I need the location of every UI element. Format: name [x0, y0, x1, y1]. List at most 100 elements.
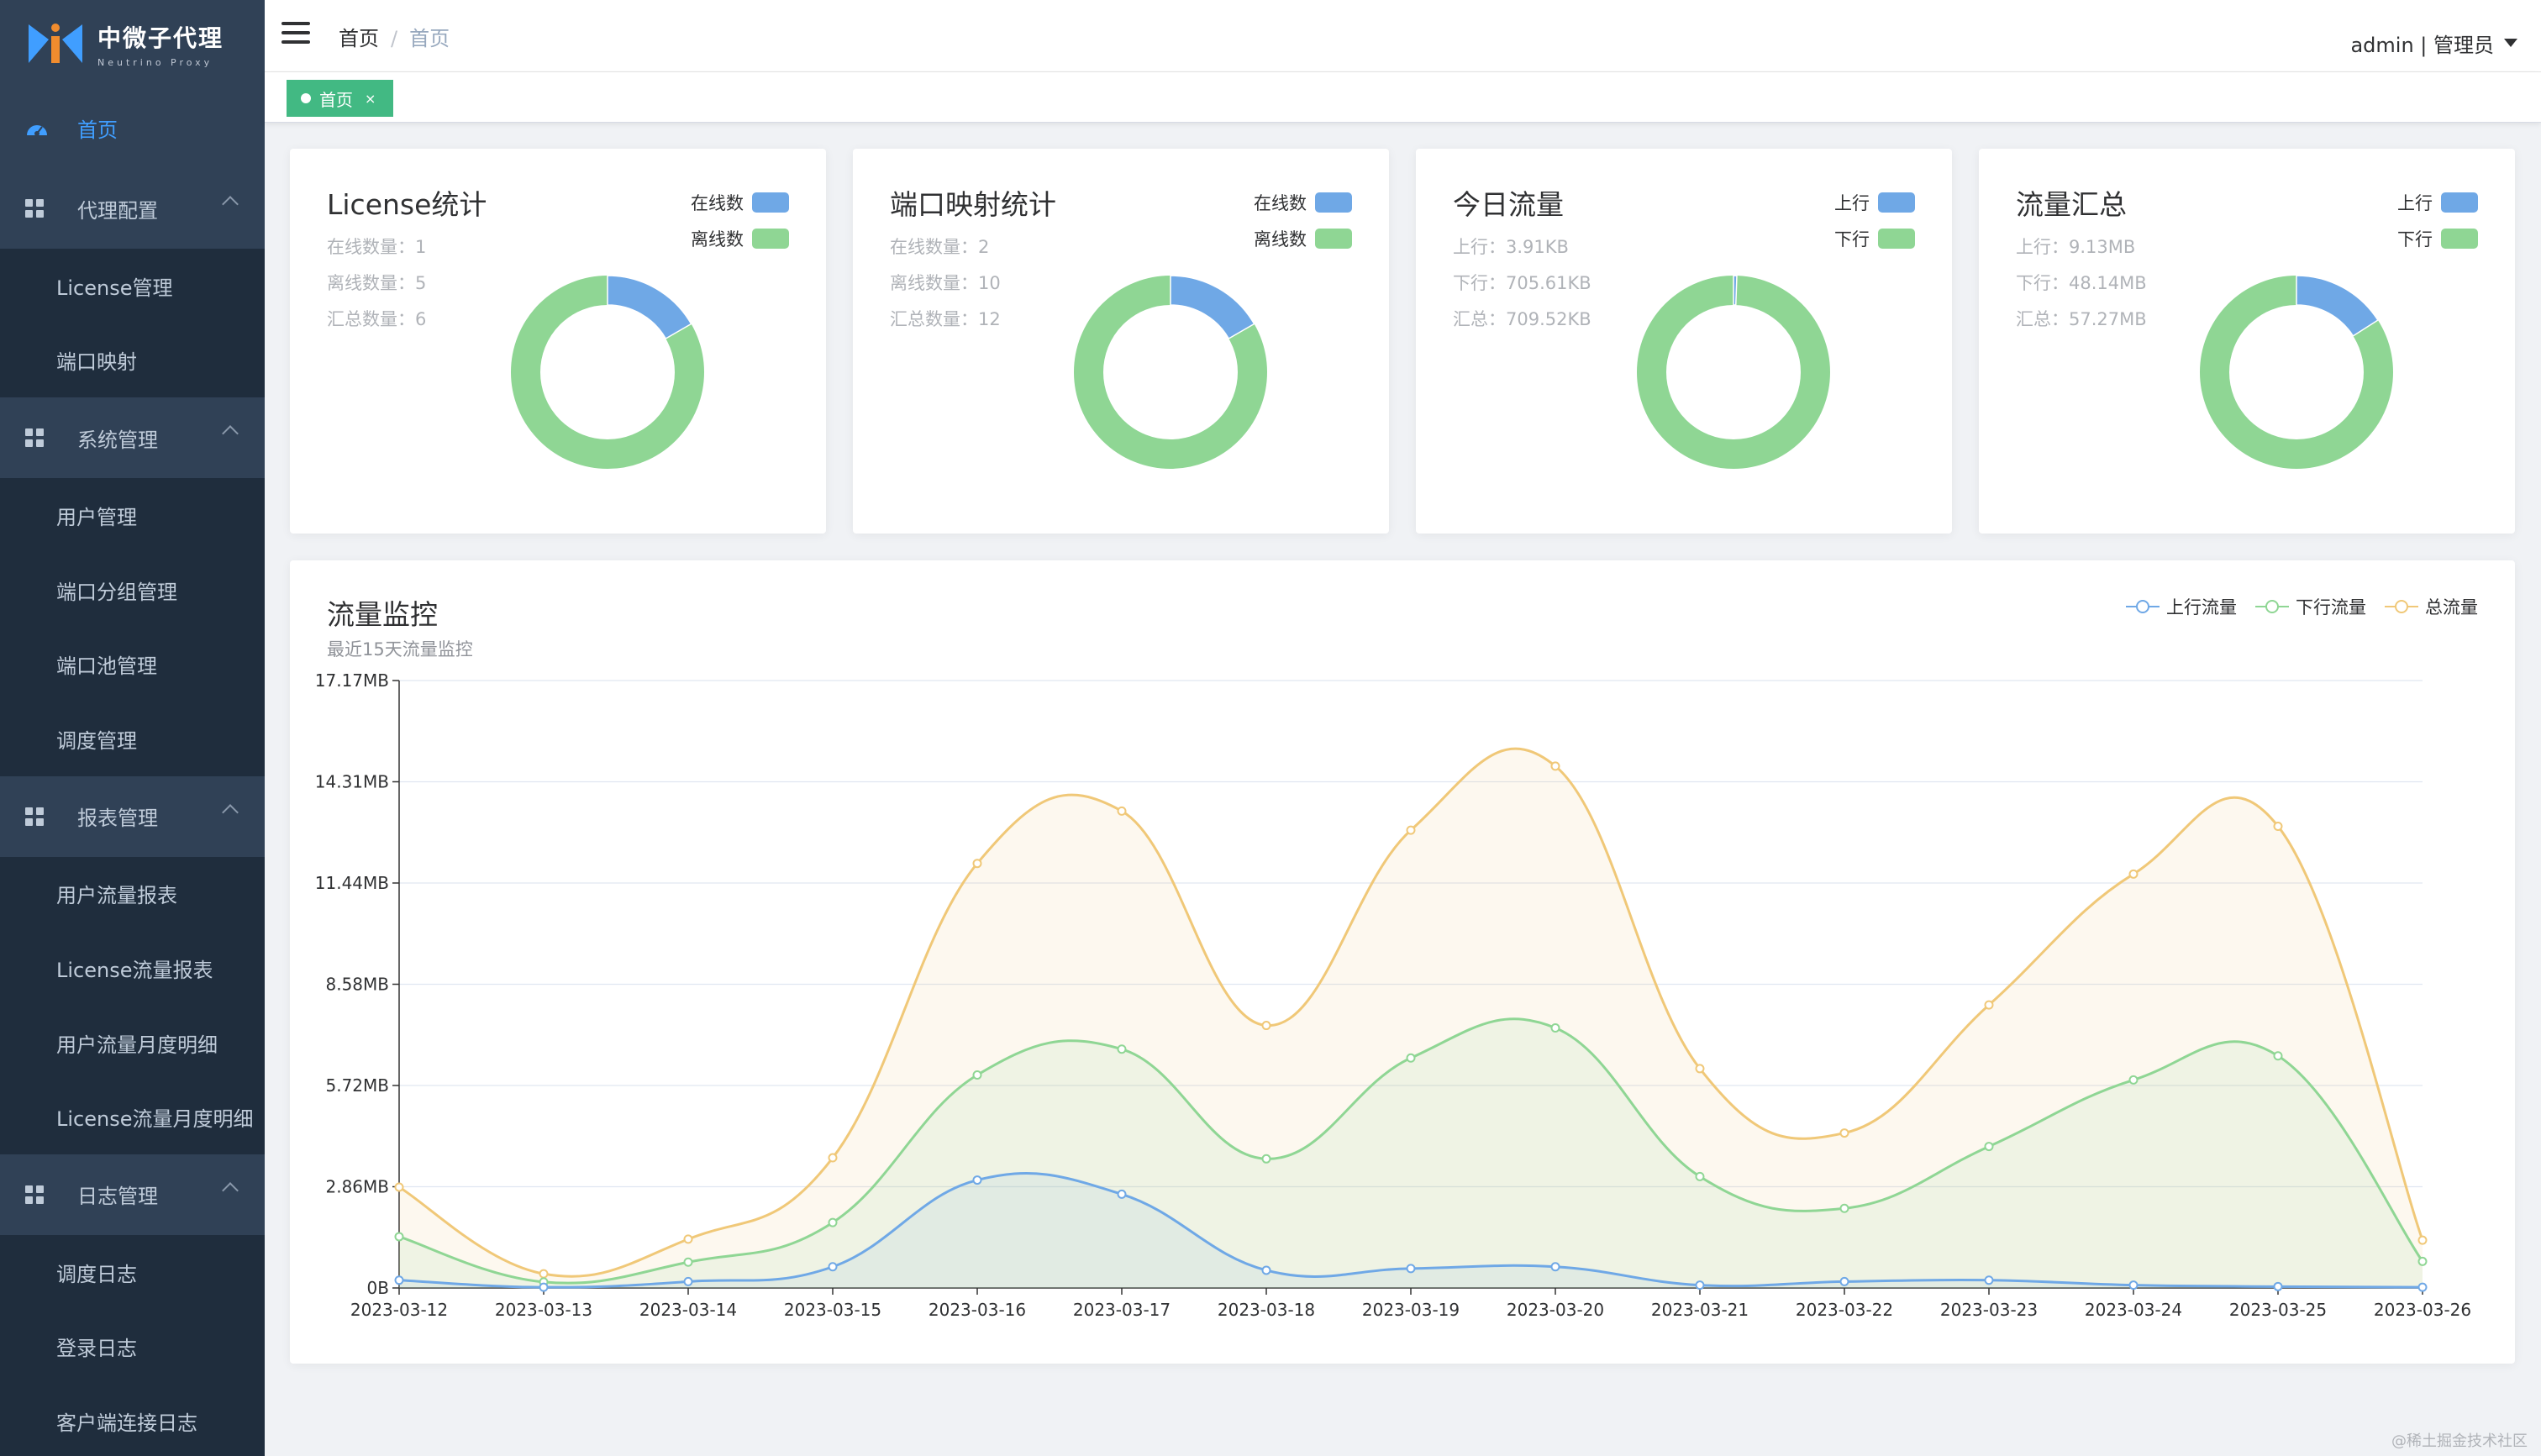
- sidebar-item-home[interactable]: 首页: [0, 87, 265, 168]
- sidebar-item-login-log[interactable]: 登录日志: [56, 1337, 137, 1361]
- data-point[interactable]: [972, 859, 982, 869]
- data-point[interactable]: [1117, 806, 1127, 816]
- donut-slice-primary[interactable]: [1733, 275, 1738, 306]
- data-point[interactable]: [2128, 869, 2139, 879]
- sidebar-group-logs[interactable]: 日志管理: [0, 1154, 265, 1235]
- traffic-line-chart: 0B 2.86MB 5.72MB 8.58MB 11.44MB 14.31MB 17.17M…: [315, 670, 2471, 1320]
- donut-slice-primary[interactable]: [1170, 275, 1255, 340]
- sidebar-item-user-traffic-monthly[interactable]: 用户流量月度明细: [56, 1033, 218, 1057]
- data-point[interactable]: [2273, 1051, 2283, 1061]
- data-point[interactable]: [828, 1262, 838, 1272]
- data-point[interactable]: [2417, 1235, 2428, 1245]
- data-point[interactable]: [972, 1070, 982, 1080]
- data-point[interactable]: [1406, 1053, 1416, 1063]
- donut-slice-primary[interactable]: [2296, 275, 2379, 337]
- legend-marker-icon: [2255, 600, 2289, 613]
- sidebar-item-license[interactable]: License管理: [56, 276, 173, 300]
- legend-swatch: [2441, 192, 2478, 213]
- sidebar-item-port-groups[interactable]: 端口分组管理: [56, 580, 177, 604]
- legend-item[interactable]: 离线数: [1254, 220, 1352, 256]
- legend-item[interactable]: 在线数: [691, 184, 789, 220]
- legend-label: 在线数: [691, 192, 744, 213]
- data-point[interactable]: [1406, 1264, 1416, 1274]
- legend-item-upload[interactable]: 上行流量: [2126, 594, 2237, 619]
- legend-item[interactable]: 下行: [2397, 220, 2478, 256]
- data-point[interactable]: [972, 1175, 982, 1185]
- data-point[interactable]: [1261, 1154, 1271, 1164]
- chevron-up-icon: [222, 803, 239, 821]
- data-point[interactable]: [1984, 1000, 1994, 1010]
- data-point[interactable]: [539, 1269, 549, 1279]
- data-point[interactable]: [1117, 1044, 1127, 1054]
- data-point[interactable]: [539, 1282, 549, 1292]
- sidebar-group-system[interactable]: 系统管理: [0, 397, 265, 479]
- data-point[interactable]: [2128, 1075, 2139, 1085]
- series-area: [399, 1173, 2423, 1288]
- data-point[interactable]: [1550, 1023, 1560, 1033]
- sidebar-item-users[interactable]: 用户管理: [56, 505, 137, 529]
- user-menu[interactable]: admin | 管理员: [2350, 34, 2494, 57]
- data-point[interactable]: [394, 1182, 404, 1192]
- tag-home[interactable]: 首页 ×: [287, 80, 394, 117]
- legend-item[interactable]: 离线数: [691, 220, 789, 256]
- data-point[interactable]: [1839, 1203, 1849, 1213]
- data-point[interactable]: [1695, 1171, 1705, 1181]
- data-point[interactable]: [683, 1257, 693, 1267]
- card-port-mapping-stats: 端口映射统计 在线数量：2 离线数量：10 汇总数量：12 在线数 离线数: [853, 149, 1389, 534]
- chart-subtitle: 最近15天流量监控: [327, 639, 473, 660]
- close-icon[interactable]: ×: [365, 90, 376, 107]
- sidebar-item-port-pool[interactable]: 端口池管理: [56, 654, 157, 679]
- donut-chart: [511, 275, 704, 469]
- grid-icon: [25, 1185, 49, 1204]
- data-point[interactable]: [1984, 1275, 1994, 1285]
- card-line: 在线数量：2: [890, 237, 990, 257]
- data-point[interactable]: [1695, 1064, 1705, 1074]
- legend-item-total[interactable]: 总流量: [2385, 594, 2478, 619]
- data-point[interactable]: [1550, 1262, 1560, 1272]
- data-point[interactable]: [1550, 761, 1560, 771]
- donut-slice-primary[interactable]: [607, 275, 692, 340]
- data-point[interactable]: [2417, 1282, 2428, 1292]
- x-tick-label: 2023-03-26: [2374, 1300, 2471, 1320]
- data-point[interactable]: [828, 1153, 838, 1163]
- data-point[interactable]: [1695, 1280, 1705, 1290]
- legend-item[interactable]: 上行: [2397, 184, 2478, 220]
- data-point[interactable]: [1839, 1276, 1849, 1286]
- data-point[interactable]: [1261, 1021, 1271, 1031]
- sidebar-item-client-connection-log[interactable]: 客户端连接日志: [56, 1411, 197, 1435]
- legend-item-download[interactable]: 下行流量: [2255, 594, 2366, 619]
- sidebar-group-reports[interactable]: 报表管理: [0, 775, 265, 857]
- data-point[interactable]: [2273, 1281, 2283, 1291]
- legend-label: 上行流量: [2166, 597, 2237, 618]
- legend-item[interactable]: 上行: [1834, 184, 1915, 220]
- data-point[interactable]: [2128, 1280, 2139, 1290]
- data-point[interactable]: [1984, 1142, 1994, 1152]
- data-point[interactable]: [2417, 1256, 2428, 1266]
- legend-item[interactable]: 下行: [1834, 220, 1915, 256]
- data-point[interactable]: [1117, 1189, 1127, 1199]
- donut-chart: [1074, 275, 1267, 469]
- x-tick-label: 2023-03-23: [1940, 1300, 2038, 1320]
- breadcrumb-item[interactable]: 首页: [339, 27, 379, 50]
- data-point[interactable]: [1839, 1128, 1849, 1138]
- donut-slice-secondary[interactable]: [1637, 276, 1830, 469]
- sidebar-item-user-traffic-report[interactable]: 用户流量报表: [56, 884, 177, 908]
- sidebar-item-port-mapping[interactable]: 端口映射: [56, 350, 137, 375]
- hamburger-icon[interactable]: [281, 22, 310, 47]
- data-point[interactable]: [683, 1234, 693, 1244]
- sidebar-item-schedule-log[interactable]: 调度日志: [56, 1262, 137, 1286]
- legend-item[interactable]: 在线数: [1254, 184, 1352, 220]
- card-title: 流量汇总: [2016, 188, 2127, 221]
- data-point[interactable]: [2273, 821, 2283, 831]
- sidebar-item-license-traffic-monthly[interactable]: License流量月度明细: [56, 1107, 254, 1132]
- data-point[interactable]: [1406, 825, 1416, 835]
- data-point[interactable]: [394, 1275, 404, 1285]
- data-point[interactable]: [1261, 1265, 1271, 1275]
- data-point[interactable]: [683, 1276, 693, 1286]
- sidebar-item-scheduling[interactable]: 调度管理: [56, 728, 137, 753]
- sidebar-group-proxy-config[interactable]: 代理配置: [0, 168, 265, 249]
- sidebar-item-license-traffic-report[interactable]: License流量报表: [56, 958, 213, 982]
- data-point[interactable]: [828, 1217, 838, 1227]
- data-point[interactable]: [394, 1232, 404, 1242]
- caret-down-icon[interactable]: [2504, 39, 2517, 47]
